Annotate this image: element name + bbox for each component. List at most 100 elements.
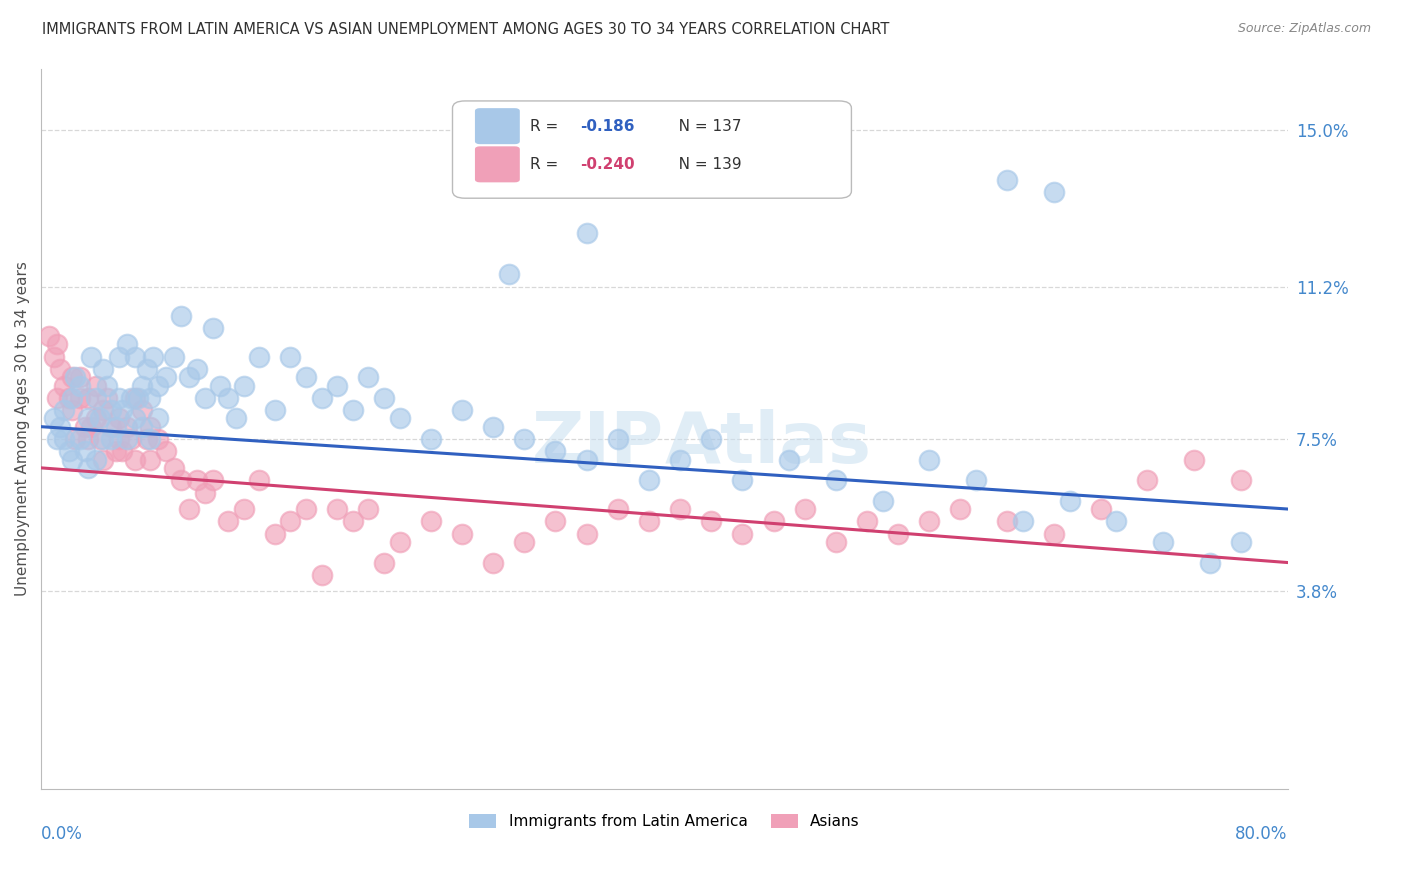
Point — [373, 391, 395, 405]
Point — [108, 391, 131, 405]
Point — [124, 411, 146, 425]
Point — [232, 378, 254, 392]
Point — [155, 444, 177, 458]
Point — [544, 515, 567, 529]
Point — [326, 378, 349, 392]
Point — [139, 391, 162, 405]
Point — [793, 502, 815, 516]
Text: R =: R = — [530, 157, 568, 172]
Point — [146, 378, 169, 392]
Point — [69, 432, 91, 446]
Point — [280, 350, 302, 364]
Point — [388, 535, 411, 549]
Point — [42, 411, 65, 425]
Point — [69, 370, 91, 384]
Point — [263, 526, 285, 541]
Point — [357, 502, 380, 516]
Point — [373, 556, 395, 570]
Point — [155, 370, 177, 384]
Point — [295, 370, 318, 384]
Point — [247, 473, 270, 487]
Point — [419, 432, 441, 446]
Point — [124, 452, 146, 467]
Point — [209, 378, 232, 392]
Point — [73, 444, 96, 458]
Point — [108, 411, 131, 425]
Text: 80.0%: 80.0% — [1236, 825, 1288, 843]
Point — [146, 411, 169, 425]
Point — [544, 444, 567, 458]
Point — [84, 411, 107, 425]
Point — [194, 391, 217, 405]
Point — [225, 411, 247, 425]
Text: N = 139: N = 139 — [665, 157, 742, 172]
Point — [1105, 515, 1128, 529]
Point — [131, 378, 153, 392]
Point — [60, 370, 83, 384]
Point — [45, 432, 67, 446]
Point — [142, 350, 165, 364]
Point — [115, 337, 138, 351]
Point — [1011, 515, 1033, 529]
Point — [1230, 535, 1253, 549]
Point — [53, 378, 76, 392]
Point — [93, 452, 115, 467]
Point — [45, 337, 67, 351]
Point — [115, 419, 138, 434]
Point — [280, 515, 302, 529]
Point — [108, 432, 131, 446]
Point — [918, 515, 941, 529]
Point — [1182, 452, 1205, 467]
Point — [53, 403, 76, 417]
Point — [311, 391, 333, 405]
Point — [111, 444, 134, 458]
Point — [575, 452, 598, 467]
Text: -0.240: -0.240 — [579, 157, 634, 172]
Point — [637, 515, 659, 529]
Point — [179, 370, 201, 384]
Point — [949, 502, 972, 516]
Point — [700, 432, 723, 446]
Point — [146, 432, 169, 446]
Text: N = 137: N = 137 — [665, 119, 742, 134]
Point — [58, 444, 80, 458]
Point — [778, 452, 800, 467]
Point — [49, 419, 72, 434]
Point — [606, 502, 628, 516]
Point — [186, 473, 208, 487]
Point — [76, 432, 98, 446]
Point — [342, 515, 364, 529]
Point — [201, 473, 224, 487]
Point — [127, 391, 149, 405]
Point — [887, 526, 910, 541]
Point — [700, 515, 723, 529]
Point — [498, 268, 520, 282]
Point — [170, 309, 193, 323]
Point — [669, 452, 692, 467]
Point — [100, 419, 122, 434]
Legend: Immigrants from Latin America, Asians: Immigrants from Latin America, Asians — [463, 808, 866, 836]
Point — [179, 502, 201, 516]
Point — [1136, 473, 1159, 487]
Point — [450, 526, 472, 541]
Text: 0.0%: 0.0% — [41, 825, 83, 843]
Point — [162, 461, 184, 475]
Point — [38, 329, 60, 343]
Point — [513, 535, 536, 549]
Point — [606, 432, 628, 446]
Point — [104, 419, 127, 434]
Point — [311, 568, 333, 582]
Point — [1059, 493, 1081, 508]
Point — [872, 493, 894, 508]
Point — [357, 370, 380, 384]
Point — [65, 432, 87, 446]
Point — [575, 226, 598, 240]
Point — [186, 362, 208, 376]
Point — [217, 515, 239, 529]
Point — [100, 403, 122, 417]
Point — [326, 502, 349, 516]
Point — [136, 432, 159, 446]
Point — [824, 473, 846, 487]
Text: -0.186: -0.186 — [579, 119, 634, 134]
Point — [217, 391, 239, 405]
